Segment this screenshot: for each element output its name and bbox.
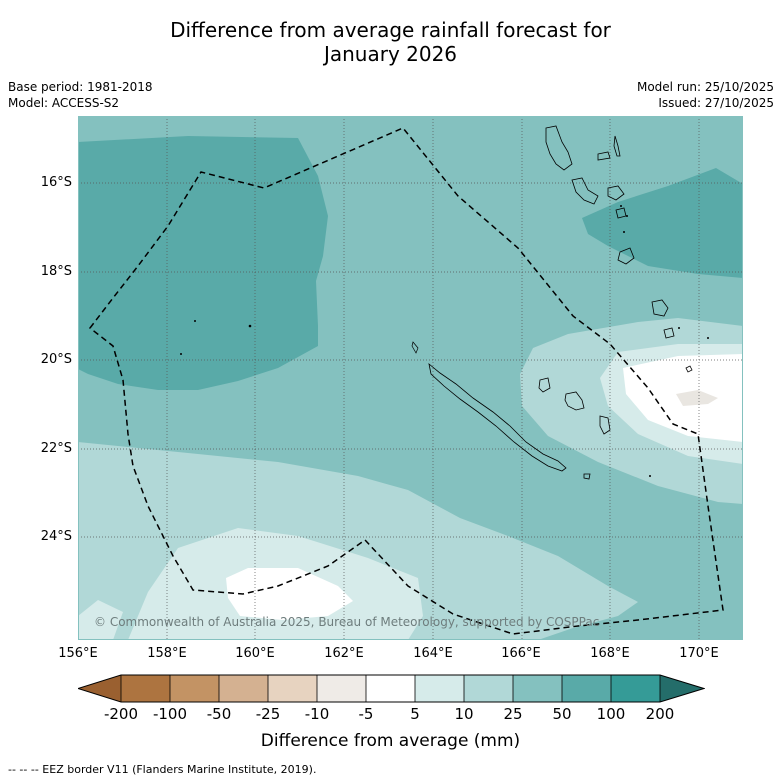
island-isle-of-pines [583, 473, 591, 480]
colorbar-bin [611, 675, 660, 702]
colorbar-tick-label: 100 [596, 705, 626, 723]
lon-label-164e: 164°E [413, 646, 453, 661]
island-ambae [597, 151, 611, 161]
colorbar-tick-label: 200 [645, 705, 675, 723]
title-line-2: January 2026 [323, 42, 458, 66]
eez-footnote: -- -- -- EEZ border V11 (Flanders Marine… [8, 763, 317, 776]
island-ouvea [538, 377, 551, 393]
colorbar-tick-label: 5 [410, 705, 420, 723]
lon-label-156e: 156°E [58, 646, 98, 661]
chart-title: Difference from average rainfall forecas… [0, 18, 781, 66]
info-left: Base period: 1981-2018 Model: ACCESS-S2 [8, 79, 153, 111]
island-lifou [564, 391, 585, 411]
colorbar-tick-label: -25 [255, 705, 281, 723]
new-caledonia-island [428, 362, 567, 472]
colorbar-title: Difference from average (mm) [260, 731, 521, 751]
colorbar-bin [121, 675, 170, 702]
colorbar-bin [464, 675, 513, 702]
island-mare [599, 415, 611, 435]
small-islets [180, 205, 709, 477]
lon-label-162e: 162°E [324, 646, 364, 661]
rainfall-map[interactable]: © Commonwealth of Australia 2025, Bureau… [78, 116, 743, 640]
colorbar-bin [317, 675, 366, 702]
lat-label-18s: 18°S [40, 264, 72, 279]
colorbar-dividers [120, 675, 661, 702]
island-espiritu-santo [545, 125, 573, 171]
lon-label-158e: 158°E [147, 646, 187, 661]
lon-label-160e: 160°E [235, 646, 275, 661]
colorbar-arrow-low [78, 675, 121, 702]
colorbar-bin [415, 675, 464, 702]
title-line-1: Difference from average rainfall forecas… [170, 18, 611, 42]
lat-label-16s: 16°S [40, 175, 72, 190]
field-near-zero-south [226, 568, 353, 620]
copyright-notice: © Commonwealth of Australia 2025, Bureau… [94, 615, 599, 629]
colorbar-tick-label: 25 [503, 705, 523, 723]
colorbar-bin [366, 675, 415, 702]
colorbar-tick-label: -5 [358, 705, 374, 723]
colorbar-tick-label: 10 [454, 705, 474, 723]
island-tanna [663, 327, 675, 339]
colorbar-bin [513, 675, 562, 702]
island-efate [617, 247, 635, 265]
field-50-100-northeast [582, 168, 743, 278]
colorbar-tick-label: -50 [206, 705, 232, 723]
lon-label-170e: 170°E [679, 646, 719, 661]
model-run: Model run: 25/10/2025 [636, 80, 774, 94]
island-maewo [613, 135, 621, 157]
map-frame [78, 116, 743, 640]
lat-label-20s: 20°S [40, 352, 72, 367]
lon-label-166e: 166°E [501, 646, 541, 661]
eez-border [88, 127, 724, 635]
info-right: Model run: 25/10/2025 Issued: 27/10/2025 [637, 79, 774, 111]
model-name: Model: ACCESS-S2 [8, 96, 120, 110]
issued-date: Issued: 27/10/2025 [658, 96, 774, 110]
colorbar-arrow-high [660, 675, 704, 702]
lon-label-168e: 168°E [590, 646, 630, 661]
field-slight-negative [676, 390, 718, 406]
island-erromango [651, 299, 669, 317]
colorbar-bin [562, 675, 611, 702]
graticule [78, 116, 743, 640]
lat-label-24s: 24°S [40, 529, 72, 544]
island-malekula [571, 177, 599, 205]
colorbar-bin [268, 675, 317, 702]
colorbar-bin [170, 675, 219, 702]
colorbar-tick-label: 50 [552, 705, 572, 723]
colorbar-bin [219, 675, 268, 702]
colorbar-tick-label: -100 [152, 705, 188, 723]
field-50-100-west [78, 136, 328, 390]
field-5-10-southwest [78, 600, 123, 640]
colorbar-tick-label: -200 [103, 705, 139, 723]
lat-label-22s: 22°S [40, 441, 72, 456]
island-ambrym [607, 185, 625, 201]
colorbar [78, 674, 705, 703]
island-belep [411, 341, 419, 354]
colorbar-tick-label: -10 [304, 705, 330, 723]
island-aneityum [685, 365, 693, 373]
base-period: Base period: 1981-2018 [8, 80, 153, 94]
map-canvas: © Commonwealth of Australia 2025, Bureau… [78, 116, 743, 640]
